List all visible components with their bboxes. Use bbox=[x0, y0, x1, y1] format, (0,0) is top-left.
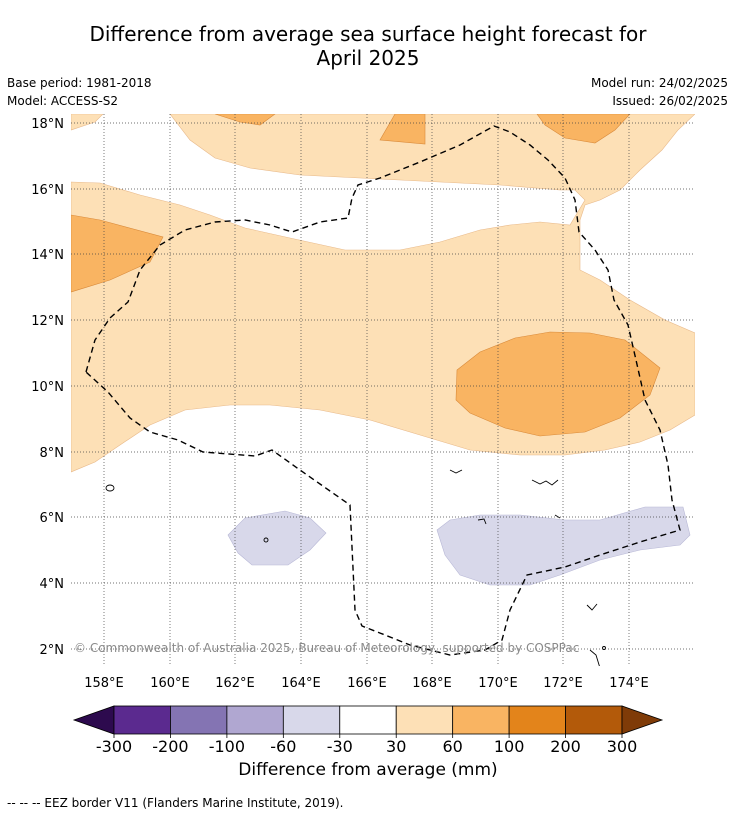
lon-label: 164°E bbox=[281, 676, 321, 691]
eez-legend-note: -- -- -- EEZ border V11 (Flanders Marine… bbox=[7, 796, 344, 810]
anomaly-region-60-100-center bbox=[455, 331, 661, 437]
colorbar-swatch bbox=[395, 705, 454, 735]
copyright-text: © Commonwealth of Australia 2025, Bureau… bbox=[74, 641, 580, 655]
island-outlines bbox=[105, 469, 606, 666]
map-plot-area bbox=[71, 114, 695, 666]
lon-label: 170°E bbox=[478, 676, 518, 691]
meta-left: Base period: 1981-2018 Model: ACCESS-S2 bbox=[7, 74, 152, 110]
base-period-text: Base period: 1981-2018 bbox=[7, 76, 152, 90]
lon-label: 174°E bbox=[609, 676, 649, 691]
colorbar-tick-labels: -300 -200 -100 -60 -30 30 60 100 200 300 bbox=[96, 734, 637, 756]
colorbar-tick-label: 300 bbox=[607, 737, 638, 756]
lat-label: 8°N bbox=[40, 446, 65, 461]
lon-label: 172°E bbox=[543, 676, 583, 691]
colorbar-swatch bbox=[113, 705, 171, 735]
anomaly-region-60-100-n3 bbox=[536, 114, 631, 144]
colorbar-tick-label: 60 bbox=[442, 737, 462, 756]
colorbar-extend-low bbox=[72, 705, 115, 735]
colorbar-tick-label: 100 bbox=[494, 737, 525, 756]
lat-label: 16°N bbox=[31, 183, 64, 198]
lat-label: 10°N bbox=[31, 380, 64, 395]
anomaly-region-neg30-60-west bbox=[227, 510, 327, 566]
anomaly-region-60-100-n1 bbox=[214, 114, 276, 126]
colorbar-extend-high bbox=[621, 705, 664, 735]
colorbar-tick-label: -200 bbox=[152, 737, 188, 756]
model-run-text: Model run: 24/02/2025 bbox=[590, 76, 728, 90]
lon-label: 168°E bbox=[412, 676, 452, 691]
colorbar-tick-label: -100 bbox=[209, 737, 245, 756]
map-title: Difference from average sea surface heig… bbox=[0, 22, 736, 70]
colorbar-swatch bbox=[452, 705, 510, 735]
colorbar-tick-label: -60 bbox=[270, 737, 296, 756]
anomaly-region-60-100-west bbox=[71, 214, 164, 293]
colorbar bbox=[72, 705, 664, 735]
colorbar-swatch bbox=[282, 705, 341, 735]
colorbar-label: Difference from average (mm) bbox=[238, 760, 498, 780]
latitude-labels: 18°N 16°N 14°N 12°N 10°N 8°N 6°N 4°N 2°N bbox=[31, 117, 64, 658]
issued-text: Issued: 26/02/2025 bbox=[612, 94, 728, 108]
lon-label: 162°E bbox=[215, 676, 255, 691]
colorbar-swatch bbox=[339, 705, 397, 735]
colorbar-swatch bbox=[226, 705, 284, 735]
lat-label: 18°N bbox=[31, 117, 64, 132]
lon-label: 166°E bbox=[347, 676, 387, 691]
title-line-1: Difference from average sea surface heig… bbox=[89, 22, 647, 46]
colorbar-tick-label: 200 bbox=[550, 737, 581, 756]
anomaly-region-60-100-n2 bbox=[379, 114, 426, 145]
model-text: Model: ACCESS-S2 bbox=[7, 94, 119, 108]
graticule bbox=[71, 114, 695, 666]
anomaly-region-30-60-corner bbox=[71, 114, 104, 131]
colorbar-swatch bbox=[565, 705, 623, 735]
meta-right: Model run: 24/02/2025 Issued: 26/02/2025 bbox=[591, 74, 728, 110]
lat-label: 4°N bbox=[40, 577, 65, 592]
colorbar-tick-label: 30 bbox=[386, 737, 406, 756]
lat-label: 14°N bbox=[31, 248, 64, 263]
lon-label: 158°E bbox=[84, 676, 124, 691]
eez-border bbox=[85, 125, 681, 656]
colorbar-swatch bbox=[508, 705, 566, 735]
longitude-labels: 158°E 160°E 162°E 164°E 166°E 168°E 170°… bbox=[84, 676, 649, 691]
title-line-2: April 2025 bbox=[316, 46, 420, 70]
colorbar-swatch bbox=[170, 705, 228, 735]
lat-label: 12°N bbox=[31, 314, 64, 329]
lon-label: 160°E bbox=[150, 676, 190, 691]
colorbar-tick-label: -300 bbox=[96, 737, 132, 756]
colorbar-tick-label: -30 bbox=[327, 737, 353, 756]
lat-label: 2°N bbox=[40, 643, 65, 658]
lat-label: 6°N bbox=[40, 511, 65, 526]
anomaly-region-neg30-60-east bbox=[436, 506, 691, 586]
